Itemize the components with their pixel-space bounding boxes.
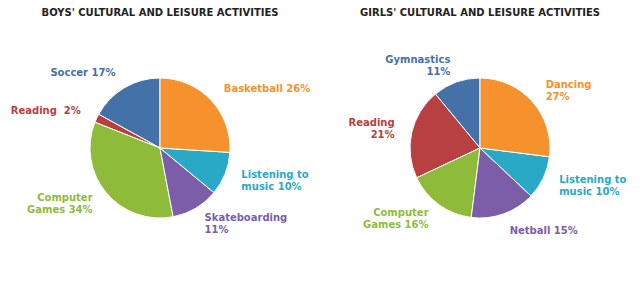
figure: BOYS' CULTURAL AND LEISURE ACTIVITIES Soc… xyxy=(0,0,640,282)
pie-panel: BOYS' CULTURAL AND LEISURE ACTIVITIES Soc… xyxy=(11,7,310,235)
slice-label: Basketball 26% xyxy=(224,83,310,94)
slice-label: Listening tomusic 10% xyxy=(241,169,308,192)
pie-panel: GIRLS' CULTURAL AND LEISURE ACTIVITIES Gy… xyxy=(349,7,627,236)
slice-label: Listening tomusic 10% xyxy=(559,174,626,197)
pie-slice xyxy=(160,78,230,152)
pie-slice xyxy=(160,148,230,193)
labels: Soccer 17% Reading 2% ComputerGames 34% Ska… xyxy=(11,67,310,235)
slice-label: Dancing27% xyxy=(546,79,592,102)
slice-label: Soccer 17% xyxy=(50,67,115,78)
slice-label: Reading 2% xyxy=(11,105,81,116)
chart-container: BOYS' CULTURAL AND LEISURE ACTIVITIES Soc… xyxy=(0,0,640,282)
slices xyxy=(90,78,230,218)
slice-label: ComputerGames 16% xyxy=(363,207,429,230)
slice-label: Reading21% xyxy=(349,117,395,140)
slices xyxy=(410,78,550,218)
pie-slice xyxy=(480,78,550,157)
slice-label: ComputerGames 34% xyxy=(27,192,93,215)
chart-title: BOYS' CULTURAL AND LEISURE ACTIVITIES xyxy=(42,7,279,18)
chart-title: GIRLS' CULTURAL AND LEISURE ACTIVITIES xyxy=(360,7,600,18)
labels: Gymnastics11% Reading21% ComputerGames 16%… xyxy=(349,54,627,236)
slice-label: Gymnastics11% xyxy=(385,54,450,77)
slice-label: Netball 15% xyxy=(510,225,578,236)
slice-label: Skateboarding11% xyxy=(205,212,288,235)
